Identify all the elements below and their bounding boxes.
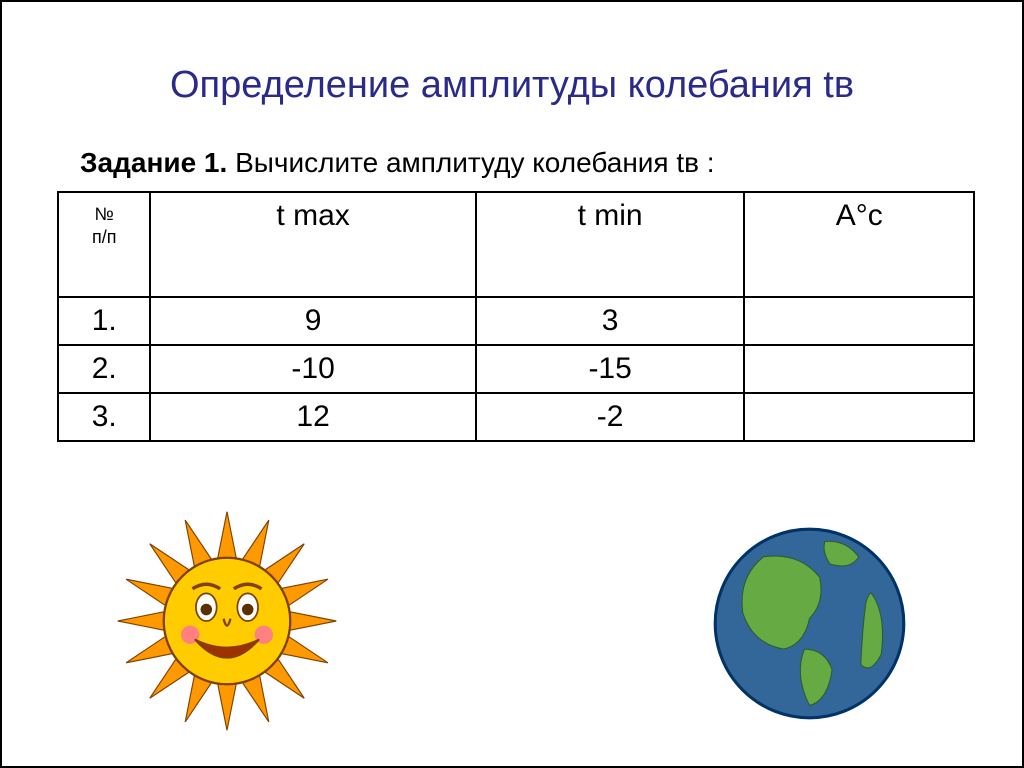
cell-tmin: 3	[476, 297, 745, 345]
table-header-row: № п/п t max t min А°с	[58, 192, 974, 297]
table-row: 1. 9 3	[58, 297, 974, 345]
task-label: Задание 1.	[80, 147, 227, 178]
slide-frame: Определение амплитуды колебания tв Задан…	[0, 0, 1024, 768]
page-title: Определение амплитуды колебания tв	[2, 64, 1022, 107]
earth-icon	[707, 521, 912, 726]
cell-tmin: -15	[476, 345, 745, 393]
sun-icon	[112, 506, 342, 736]
decorations	[2, 496, 1022, 736]
task-text: Вычислите амплитуду колебания tв :	[227, 147, 714, 178]
cell-tmin: -2	[476, 393, 745, 441]
cell-n: 1.	[58, 297, 150, 345]
table-row: 2. -10 -15	[58, 345, 974, 393]
header-tmin: t min	[476, 192, 745, 297]
header-tmax: t max	[150, 192, 475, 297]
table-row: 3. 12 -2	[58, 393, 974, 441]
amplitude-table: № п/п t max t min А°с 1. 9 3 2. -10 -15 …	[57, 191, 975, 442]
header-index-bot: п/п	[92, 227, 117, 247]
cell-n: 2.	[58, 345, 150, 393]
cell-tmax: 12	[150, 393, 475, 441]
cell-ac	[744, 297, 974, 345]
header-index-top: №	[95, 204, 114, 224]
cell-tmax: -10	[150, 345, 475, 393]
task-line: Задание 1. Вычислите амплитуду колебания…	[80, 147, 1022, 179]
cell-ac	[744, 345, 974, 393]
cell-ac	[744, 393, 974, 441]
cell-tmax: 9	[150, 297, 475, 345]
header-ac: А°с	[744, 192, 974, 297]
header-index: № п/п	[58, 192, 150, 297]
cell-n: 3.	[58, 393, 150, 441]
